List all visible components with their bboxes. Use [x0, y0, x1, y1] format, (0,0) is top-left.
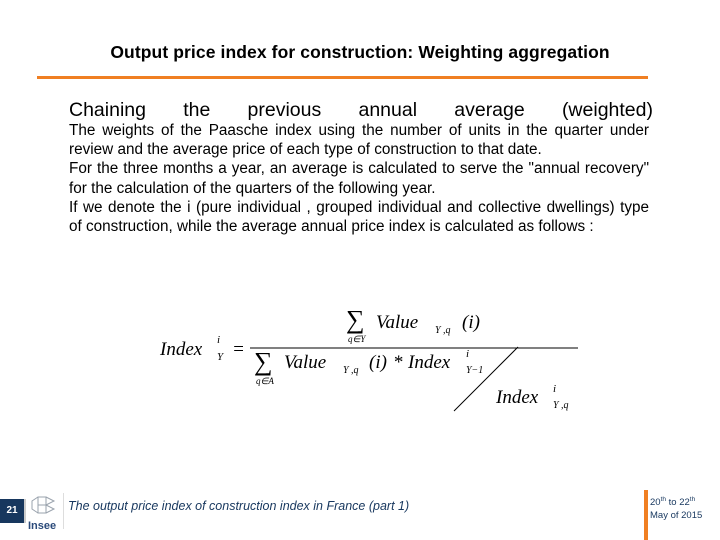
den2-sub: Y ,q	[553, 400, 569, 411]
den2-index: Index	[495, 387, 539, 408]
subtitle-word: previous	[247, 99, 322, 121]
paragraph: For the three months a year, an average …	[69, 160, 649, 197]
den-value: Value	[284, 352, 326, 373]
den2-sup: i	[553, 383, 556, 395]
den-index: Index	[407, 352, 451, 373]
footer-accent-bar	[644, 490, 648, 540]
slash-bar	[453, 346, 519, 412]
subtitle-word: the	[183, 99, 211, 121]
sum-symbol: ∑	[346, 305, 365, 334]
date-day-end: to 22	[666, 497, 690, 509]
date-ordinal: th	[689, 496, 696, 503]
insee-logo: Insee	[28, 496, 56, 532]
multiply-sign: *	[393, 352, 403, 373]
logo-wordmark: Insee	[28, 520, 56, 532]
event-date: 20th to 22th May of 2015	[650, 493, 702, 522]
paragraph: If we denote the i (pure individual , gr…	[69, 198, 649, 236]
sum-symbol: ∑	[254, 347, 273, 376]
subtitle-word: annual	[358, 99, 418, 121]
page-title: Output price index for construction: Wei…	[110, 42, 610, 62]
title-underline	[37, 76, 648, 79]
formula-lhs-sup: i	[217, 334, 220, 346]
num-value-sub: Y ,q	[435, 325, 451, 336]
footer-divider	[24, 499, 26, 523]
formula-lhs: Index	[159, 339, 203, 360]
formula-lhs-sub: Y	[217, 351, 225, 363]
num-value: Value	[376, 312, 418, 333]
num-sum-sub: q∈Y	[348, 334, 366, 344]
index-formula: Index i Y = ∑ q∈Y Value Y ,q (i) ∑ q∈A V…	[159, 305, 578, 412]
slide-number: 21	[0, 499, 24, 523]
footer-caption: The output price index of construction i…	[68, 499, 410, 513]
paragraph: The weights of the Paasche index using t…	[69, 122, 649, 159]
subtitle-word: average	[454, 99, 525, 121]
den-index-sub: Y−1	[466, 365, 483, 376]
equals-sign: =	[232, 339, 245, 360]
date-ordinal: th	[660, 496, 666, 503]
den-arg: (i)	[369, 352, 387, 373]
body-text: The weights of the Paasche index using t…	[69, 121, 649, 236]
date-month-year: May of 2015	[650, 510, 703, 522]
section-subtitle: Chaining the previous annual average (we…	[69, 99, 653, 122]
den-value-sub: Y ,q	[343, 365, 359, 376]
num-arg: (i)	[462, 312, 480, 333]
den-index-sup: i	[466, 348, 469, 360]
date-day-start: 20	[650, 497, 661, 509]
subtitle-word: (weighted)	[561, 99, 653, 121]
den-sum-sub: q∈A	[256, 376, 274, 386]
subtitle-word: Chaining	[69, 99, 146, 121]
footer-divider	[63, 493, 64, 529]
